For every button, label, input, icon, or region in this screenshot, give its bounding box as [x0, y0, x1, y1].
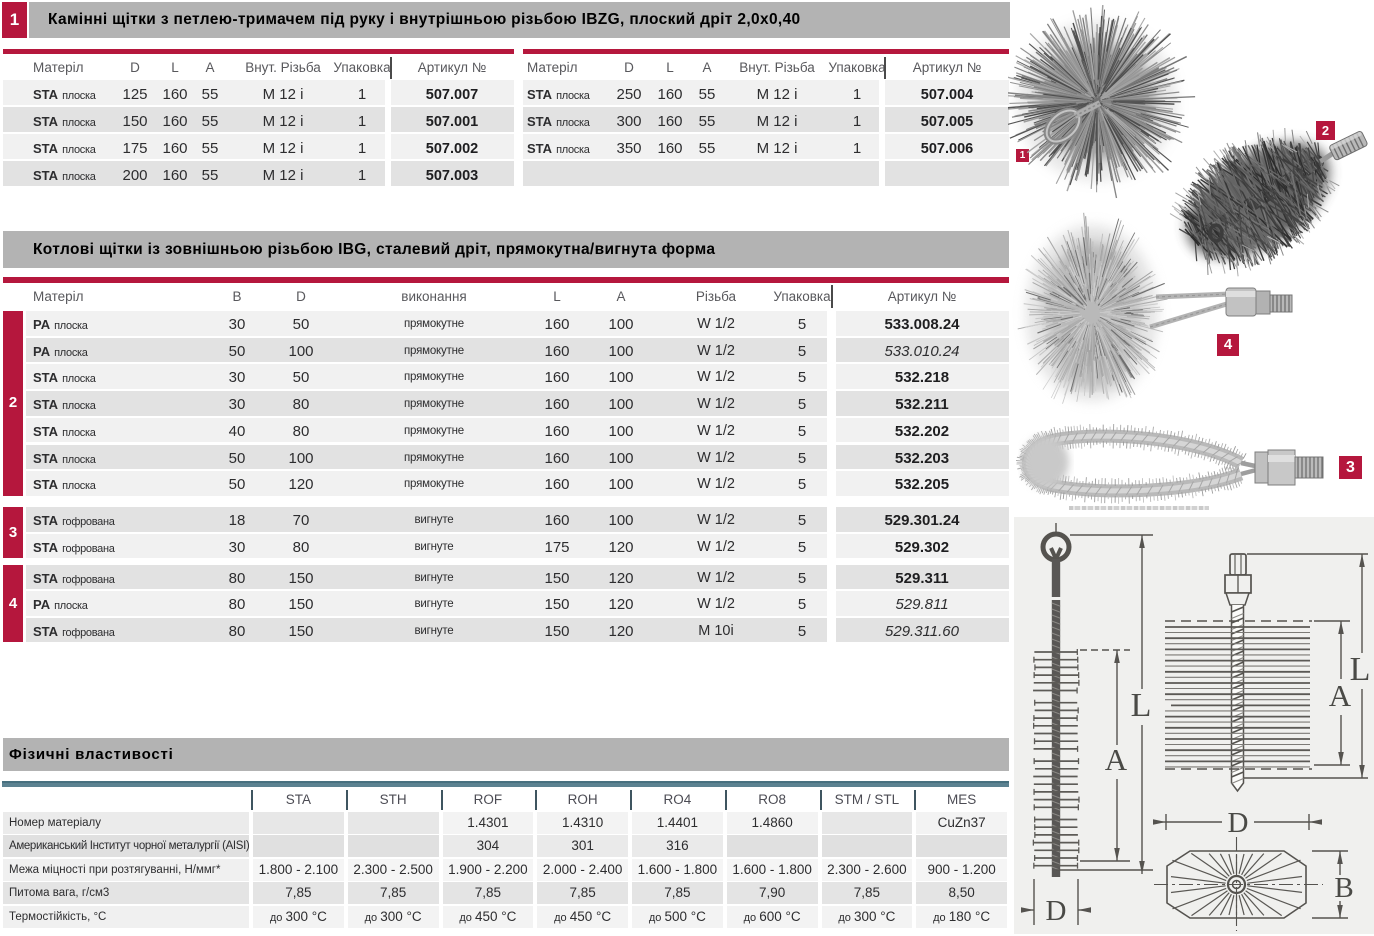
svg-text:D: D — [1228, 807, 1249, 839]
svg-text:D: D — [1046, 895, 1067, 927]
svg-text:A: A — [1329, 678, 1352, 713]
svg-text:L: L — [1350, 651, 1371, 688]
svg-text:B: B — [1334, 872, 1353, 904]
svg-text:A: A — [1105, 742, 1128, 777]
svg-text:L: L — [1131, 687, 1152, 724]
